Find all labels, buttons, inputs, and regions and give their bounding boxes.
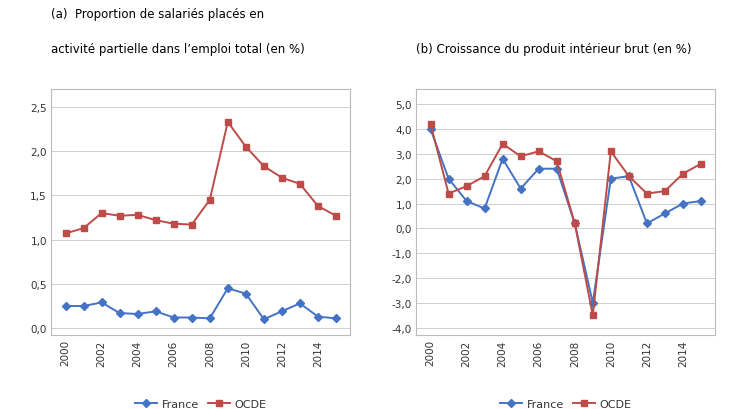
OCDE: [97, 211, 106, 216]
OCDE: [223, 120, 232, 125]
France: [588, 301, 597, 306]
France: [188, 315, 196, 320]
Legend: France, OCDE: France, OCDE: [496, 395, 636, 409]
Line: OCDE: OCDE: [63, 120, 339, 237]
France: [570, 221, 579, 226]
OCDE: [331, 214, 340, 219]
France: [169, 315, 178, 320]
France: [462, 199, 471, 204]
OCDE: [205, 198, 214, 203]
France: [259, 317, 268, 322]
OCDE: [242, 145, 250, 150]
OCDE: [259, 164, 268, 169]
OCDE: [696, 162, 705, 167]
OCDE: [570, 221, 579, 226]
OCDE: [188, 222, 196, 227]
OCDE: [151, 218, 160, 223]
OCDE: [624, 174, 633, 179]
Line: OCDE: OCDE: [428, 122, 704, 318]
OCDE: [444, 192, 453, 197]
OCDE: [480, 174, 489, 179]
France: [61, 304, 70, 309]
Line: France: France: [63, 286, 339, 322]
France: [624, 174, 633, 179]
France: [314, 315, 323, 319]
France: [607, 177, 615, 182]
Line: France: France: [428, 127, 704, 306]
OCDE: [679, 172, 688, 177]
France: [79, 304, 88, 309]
France: [499, 157, 507, 162]
OCDE: [607, 150, 615, 155]
OCDE: [314, 204, 323, 209]
France: [331, 316, 340, 321]
France: [426, 127, 435, 132]
Text: (b) Croissance du produit intérieur brut (en %): (b) Croissance du produit intérieur brut…: [416, 43, 691, 56]
France: [661, 211, 669, 216]
OCDE: [426, 122, 435, 127]
France: [223, 286, 232, 291]
France: [679, 202, 688, 207]
France: [205, 316, 214, 321]
Legend: France, OCDE: France, OCDE: [131, 395, 271, 409]
France: [97, 300, 106, 305]
OCDE: [277, 176, 286, 181]
OCDE: [79, 226, 88, 231]
France: [534, 167, 543, 172]
France: [277, 309, 286, 314]
OCDE: [61, 231, 70, 236]
OCDE: [642, 192, 651, 197]
France: [480, 207, 489, 211]
France: [242, 292, 250, 297]
OCDE: [169, 222, 178, 227]
OCDE: [588, 313, 597, 318]
OCDE: [553, 160, 561, 164]
France: [115, 311, 124, 316]
OCDE: [534, 150, 543, 155]
OCDE: [516, 155, 525, 160]
France: [696, 199, 705, 204]
OCDE: [462, 184, 471, 189]
OCDE: [296, 182, 304, 187]
France: [151, 309, 160, 314]
France: [516, 187, 525, 191]
OCDE: [134, 213, 142, 218]
Text: (a)  Proportion de salariés placés en: (a) Proportion de salariés placés en: [51, 8, 264, 21]
France: [553, 167, 561, 172]
France: [444, 177, 453, 182]
France: [296, 301, 304, 306]
France: [642, 221, 651, 226]
OCDE: [115, 214, 124, 219]
OCDE: [499, 142, 507, 147]
France: [134, 312, 142, 317]
OCDE: [661, 189, 669, 194]
Text: activité partielle dans l’emploi total (en %): activité partielle dans l’emploi total (…: [51, 43, 305, 56]
